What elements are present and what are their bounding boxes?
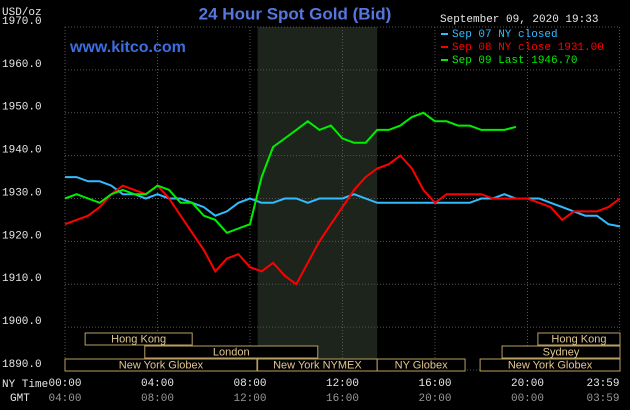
session-box: [479, 358, 621, 372]
session-label: Sydney: [543, 346, 580, 358]
x2-tick-label: 08:00: [141, 393, 174, 405]
y-tick-label: 1940.0: [2, 145, 42, 157]
legend-label: Sep 07 NY closed: [452, 29, 558, 41]
session-label: New York Globex: [508, 359, 593, 371]
y-tick-label: 1920.0: [2, 230, 42, 242]
legend-title: September 09, 2020 19:33: [440, 14, 598, 26]
x-tick-label: 16:00: [418, 378, 451, 390]
x-tick-label: 00:00: [48, 378, 81, 390]
x-tick-label: 12:00: [326, 378, 359, 390]
session-label: New York NYMEX: [273, 359, 362, 371]
y-tick-label: 1960.0: [2, 59, 42, 71]
y-axis-label: USD/oz: [2, 7, 42, 19]
session-box: [376, 358, 466, 372]
session-box: [537, 332, 621, 346]
x-tick-label: 04:00: [141, 378, 174, 390]
chart-title: 24 Hour Spot Gold (Bid): [199, 4, 392, 23]
session-box: [501, 345, 621, 359]
y-tick-label: 1900.0: [2, 316, 42, 328]
x-tick-label: 08:00: [233, 378, 266, 390]
series-line: [64, 111, 517, 234]
y-tick-label: 1970.0: [2, 16, 42, 28]
legend-label: Sep 09 Last 1946.70: [452, 55, 577, 67]
session-box: [64, 358, 258, 372]
session-box: [84, 332, 193, 346]
y-tick-label: 1890.0: [2, 359, 42, 371]
subtitle: www.kitco.com: [69, 39, 186, 56]
legend-label: Sep 08 NY close 1931.00: [452, 42, 604, 54]
x2-tick-label: 20:00: [418, 393, 451, 405]
x-axis-label: NY Time: [2, 379, 48, 391]
y-tick-label: 1910.0: [2, 273, 42, 285]
x2-tick-label: 03:59: [586, 393, 619, 405]
y-tick-label: 1950.0: [2, 102, 42, 114]
x-tick-label: 23:59: [586, 378, 619, 390]
x2-tick-label: 16:00: [326, 393, 359, 405]
x2-axis-label: GMT: [10, 393, 30, 405]
session-label: New York Globex: [119, 359, 204, 371]
x2-tick-label: 04:00: [48, 393, 81, 405]
x2-tick-label: 12:00: [233, 393, 266, 405]
x-tick-label: 20:00: [511, 378, 544, 390]
x2-tick-label: 00:00: [511, 393, 544, 405]
y-tick-label: 1930.0: [2, 187, 42, 199]
session-label: NY Globex: [395, 359, 448, 371]
session-label: London: [213, 346, 250, 358]
session-label: Hong Kong: [111, 333, 166, 345]
session-box: [144, 345, 319, 359]
session-label: Hong Kong: [551, 333, 606, 345]
